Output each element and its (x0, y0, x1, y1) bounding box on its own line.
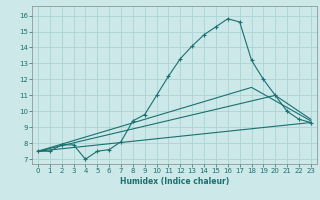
X-axis label: Humidex (Indice chaleur): Humidex (Indice chaleur) (120, 177, 229, 186)
